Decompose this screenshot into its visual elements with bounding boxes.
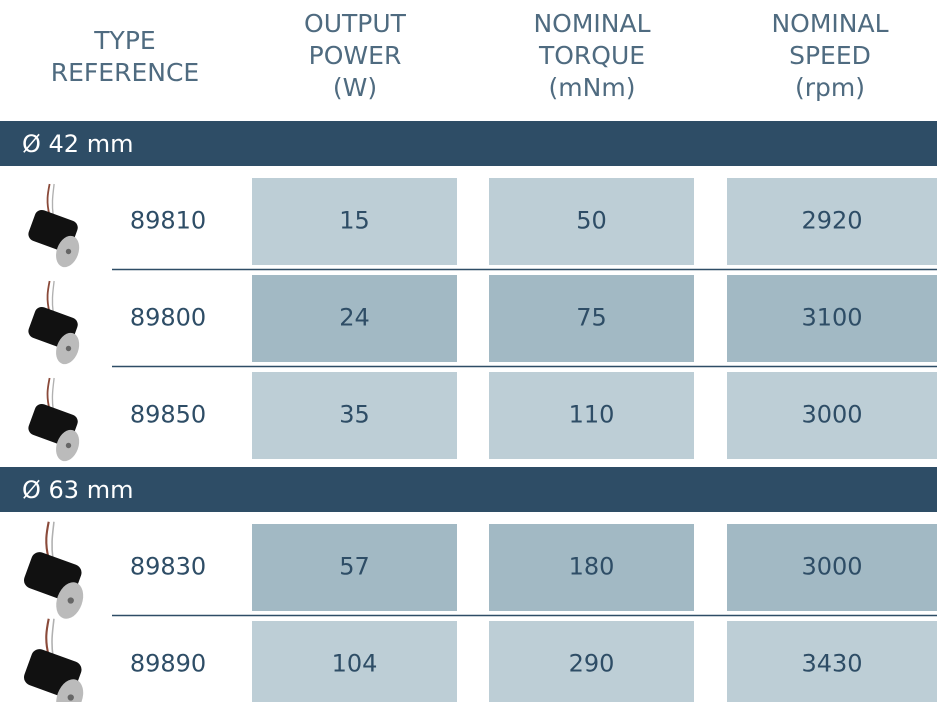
wire bbox=[46, 183, 51, 216]
column-header: SPEED bbox=[789, 41, 871, 70]
motor-icon bbox=[28, 377, 80, 462]
reference: 89800 bbox=[130, 304, 206, 332]
value-cell bbox=[489, 621, 694, 702]
wire bbox=[45, 521, 50, 559]
column-header: OUTPUT bbox=[304, 9, 407, 38]
value: 75 bbox=[576, 304, 607, 332]
value: 2920 bbox=[801, 207, 862, 235]
value: 3430 bbox=[801, 650, 862, 678]
wire bbox=[46, 377, 51, 410]
column-header: TYPE bbox=[93, 26, 155, 55]
motor-shaft bbox=[65, 248, 72, 255]
wire bbox=[46, 280, 51, 313]
value: 180 bbox=[569, 553, 615, 581]
motor-shaft bbox=[67, 694, 74, 701]
wire bbox=[51, 618, 55, 656]
group-label: Ø 63 mm bbox=[22, 476, 133, 504]
value: 50 bbox=[576, 207, 607, 235]
value-cell bbox=[489, 524, 694, 611]
column-header: NOMINAL bbox=[533, 9, 650, 38]
value: 57 bbox=[339, 553, 370, 581]
value-cell bbox=[727, 372, 937, 459]
reference: 89850 bbox=[130, 401, 206, 429]
value-cell bbox=[489, 178, 694, 265]
column-header: POWER bbox=[309, 41, 402, 70]
value: 24 bbox=[339, 304, 370, 332]
motor-shaft bbox=[67, 597, 74, 604]
value: 290 bbox=[569, 650, 615, 678]
motor-icon bbox=[23, 618, 84, 702]
column-header: (W) bbox=[333, 73, 377, 102]
group-bar bbox=[0, 121, 937, 166]
column-header: TORQUE bbox=[538, 41, 645, 70]
wire bbox=[51, 377, 55, 410]
value-cell bbox=[727, 524, 937, 611]
value-cell bbox=[489, 275, 694, 362]
column-header: (rpm) bbox=[795, 73, 865, 102]
value-cell bbox=[727, 621, 937, 702]
motor-icon bbox=[28, 183, 80, 268]
value-cell bbox=[727, 275, 937, 362]
value-cell bbox=[252, 372, 457, 459]
wire bbox=[51, 280, 55, 313]
value-cell bbox=[727, 178, 937, 265]
reference: 89890 bbox=[130, 650, 206, 678]
motor-shaft bbox=[65, 442, 72, 449]
value-cell bbox=[252, 275, 457, 362]
motor-icon bbox=[23, 521, 84, 619]
wire bbox=[51, 521, 55, 559]
column-header: REFERENCE bbox=[51, 58, 199, 87]
wire bbox=[45, 618, 50, 656]
value-cell bbox=[252, 178, 457, 265]
group-bar bbox=[0, 467, 937, 512]
reference: 89810 bbox=[130, 207, 206, 235]
value-cell bbox=[252, 621, 457, 702]
motor-shaft bbox=[65, 345, 72, 352]
value: 35 bbox=[339, 401, 370, 429]
column-header: (mNm) bbox=[549, 73, 636, 102]
group-label: Ø 42 mm bbox=[22, 130, 133, 158]
value: 110 bbox=[569, 401, 615, 429]
value-cell bbox=[252, 524, 457, 611]
wire bbox=[51, 183, 55, 216]
column-header: NOMINAL bbox=[771, 9, 888, 38]
value: 3100 bbox=[801, 304, 862, 332]
reference: 89830 bbox=[130, 553, 206, 581]
value: 3000 bbox=[801, 401, 862, 429]
motor-icon bbox=[28, 280, 80, 365]
value-cell bbox=[489, 372, 694, 459]
value: 104 bbox=[332, 650, 378, 678]
value: 15 bbox=[339, 207, 370, 235]
value: 3000 bbox=[801, 553, 862, 581]
